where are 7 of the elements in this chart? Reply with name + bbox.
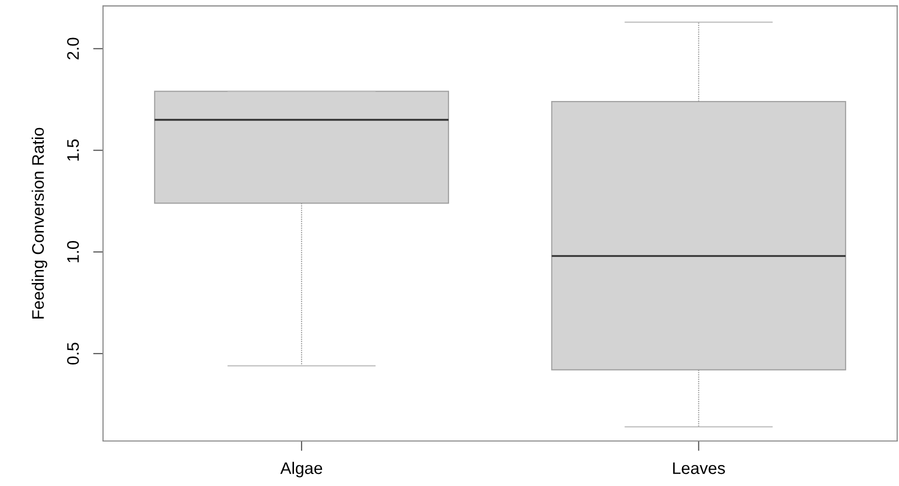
y-tick-label: 0.5 [67,342,79,365]
y-tick-label: 2.0 [67,38,79,60]
y-tick-label: 1.0 [67,241,79,262]
x-tick-label: Leaves [673,462,725,474]
y-axis-title: Feeding Conversion Ratio [32,128,48,318]
x-tick-label: Algae [280,462,322,478]
y-tick-label: 1.5 [67,139,79,161]
